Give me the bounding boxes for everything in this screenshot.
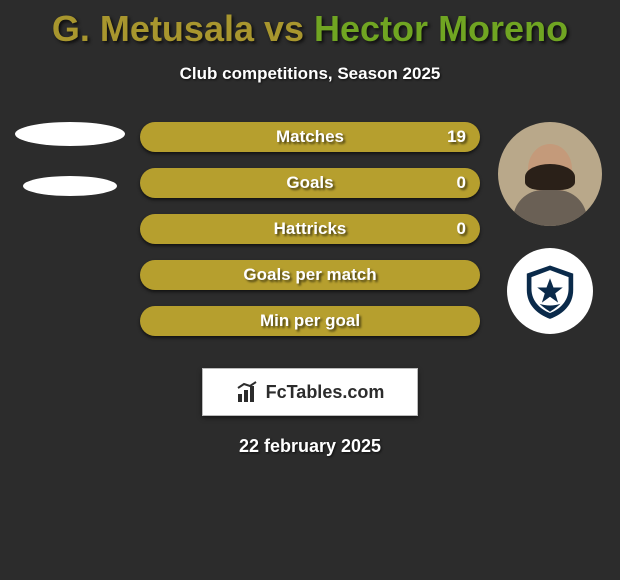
stat-label: Goals bbox=[140, 168, 480, 198]
player1-crest-placeholder bbox=[23, 176, 117, 196]
shield-icon bbox=[521, 262, 579, 320]
barchart-icon bbox=[236, 380, 260, 404]
stat-bar: Min per goal bbox=[140, 306, 480, 336]
player2-photo bbox=[498, 122, 602, 226]
player1-photo-placeholder bbox=[15, 122, 125, 146]
stat-value-right: 0 bbox=[457, 214, 466, 244]
player2-crest bbox=[507, 248, 593, 334]
player1-column bbox=[5, 122, 135, 226]
logo-text: FcTables.com bbox=[266, 382, 385, 403]
stat-label: Hattricks bbox=[140, 214, 480, 244]
stat-value-right: 0 bbox=[457, 168, 466, 198]
stat-label: Min per goal bbox=[140, 306, 480, 336]
stat-label: Matches bbox=[140, 122, 480, 152]
player2-name: Hector Moreno bbox=[314, 8, 568, 49]
footer-date: 22 february 2025 bbox=[0, 436, 620, 457]
stat-bar: Hattricks0 bbox=[140, 214, 480, 244]
fctables-logo[interactable]: FcTables.com bbox=[202, 368, 418, 416]
stat-bar: Goals per match bbox=[140, 260, 480, 290]
subtitle: Club competitions, Season 2025 bbox=[0, 64, 620, 84]
stat-bar: Goals0 bbox=[140, 168, 480, 198]
stat-value-right: 19 bbox=[447, 122, 466, 152]
comparison-area: Matches19Goals0Hattricks0Goals per match… bbox=[0, 122, 620, 362]
stat-bars: Matches19Goals0Hattricks0Goals per match… bbox=[140, 122, 480, 352]
player2-column bbox=[485, 122, 615, 334]
page-title: G. Metusala vs Hector Moreno bbox=[0, 0, 620, 50]
player1-name: G. Metusala bbox=[52, 8, 254, 49]
vs-text: vs bbox=[254, 8, 314, 49]
stat-label: Goals per match bbox=[140, 260, 480, 290]
stat-bar: Matches19 bbox=[140, 122, 480, 152]
